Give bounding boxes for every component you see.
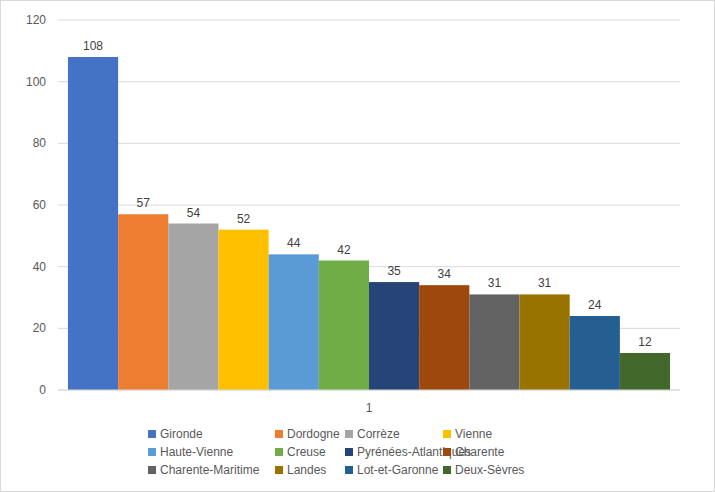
legend-label: Dordogne <box>287 427 340 441</box>
legend-label: Landes <box>287 463 326 477</box>
legend-label: Vienne <box>455 427 492 441</box>
y-tick-label: 40 <box>33 260 47 274</box>
legend-label: Lot-et-Garonne <box>357 463 439 477</box>
grid-line <box>58 81 680 82</box>
data-label: 24 <box>588 298 602 312</box>
bar <box>620 353 670 390</box>
data-label: 34 <box>438 267 452 281</box>
data-label: 108 <box>83 39 103 53</box>
data-label: 52 <box>237 212 251 226</box>
grid-line <box>58 205 680 206</box>
grid-line <box>58 20 680 21</box>
grid-line <box>58 390 680 391</box>
bar <box>520 294 570 390</box>
data-label: 54 <box>187 206 201 220</box>
legend-swatch <box>275 448 283 456</box>
bar <box>469 294 519 390</box>
y-tick-label: 0 <box>39 383 46 397</box>
bar <box>118 214 168 390</box>
legend-swatch <box>443 448 451 456</box>
legend-swatch <box>275 466 283 474</box>
data-label: 44 <box>287 236 301 250</box>
data-label: 12 <box>638 335 652 349</box>
bar <box>68 57 118 390</box>
y-tick-label: 80 <box>33 136 47 150</box>
bar <box>369 282 419 390</box>
y-tick-label: 20 <box>33 321 47 335</box>
legend-label: Gironde <box>160 427 203 441</box>
legend-label: Charente-Maritime <box>160 463 260 477</box>
grid-line <box>58 143 680 144</box>
legend-label: Creuse <box>287 445 326 459</box>
legend-swatch <box>345 430 353 438</box>
data-label: 35 <box>387 264 401 278</box>
legend-swatch <box>148 466 156 474</box>
bar <box>319 261 369 391</box>
legend-label: Charente <box>455 445 505 459</box>
bar <box>269 254 319 390</box>
legend-swatch <box>345 448 353 456</box>
bar <box>570 316 620 390</box>
y-tick-label: 60 <box>33 198 47 212</box>
data-label: 42 <box>337 243 351 257</box>
legend-label: Corrèze <box>357 427 400 441</box>
legend-swatch <box>148 448 156 456</box>
x-axis-line <box>58 390 680 391</box>
bar <box>419 285 469 390</box>
data-label: 31 <box>538 276 552 290</box>
legend: Gironde Dordogne Corrèze Vienne Haute-Vienne… <box>148 427 524 477</box>
chart-container: 0 20 40 60 80 100 120 1 108 57 54 52 44 42 35 34 31 31 24 1… <box>0 0 715 492</box>
x-tick-label: 1 <box>366 401 373 415</box>
y-tick-label: 120 <box>26 13 46 27</box>
legend-swatch <box>443 430 451 438</box>
bar <box>168 224 218 391</box>
data-label: 31 <box>488 276 502 290</box>
legend-swatch <box>148 430 156 438</box>
y-tick-label: 100 <box>26 75 46 89</box>
bars <box>68 57 670 390</box>
legend-label: Haute-Vienne <box>160 445 233 459</box>
legend-label: Pyrénées-Atlantiques <box>357 445 471 459</box>
bar <box>218 230 268 390</box>
legend-label: Deux-Sèvres <box>455 463 524 477</box>
chart: 0 20 40 60 80 100 120 1 108 57 54 52 44 42 35 34 31 31 24 1… <box>0 0 715 492</box>
chart-frame <box>1 1 715 492</box>
data-label: 57 <box>137 196 151 210</box>
legend-swatch <box>275 430 283 438</box>
legend-swatch <box>443 466 451 474</box>
legend-swatch <box>345 466 353 474</box>
